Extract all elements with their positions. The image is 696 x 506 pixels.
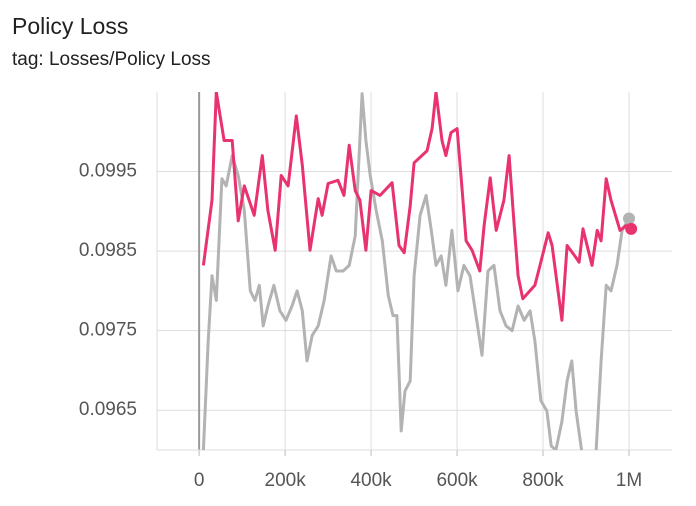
y-tick-label: 0.0965 bbox=[79, 399, 137, 420]
chart-subtitle: tag: Losses/Policy Loss bbox=[12, 49, 211, 70]
x-tick-label: 400k bbox=[350, 470, 392, 491]
last-point bbox=[625, 222, 638, 235]
y-tick-label: 0.0975 bbox=[79, 320, 137, 341]
y-tick-label: 0.0995 bbox=[79, 161, 137, 182]
tick-labels: 0.0965 0.0975 0.0985 0.0995 0 200k 400k 600k 800… bbox=[79, 161, 642, 491]
grid bbox=[156, 92, 672, 456]
series-line bbox=[201, 92, 631, 450]
series-line bbox=[201, 92, 632, 322]
x-tick-label: 1M bbox=[616, 470, 642, 491]
plot-area bbox=[201, 92, 632, 450]
x-tick-label: 600k bbox=[436, 470, 478, 491]
y-tick-label: 0.0985 bbox=[79, 240, 137, 261]
x-tick-label: 200k bbox=[265, 470, 307, 491]
chart-title: Policy Loss bbox=[12, 13, 128, 39]
x-tick-label: 800k bbox=[522, 470, 564, 491]
last-point bbox=[623, 212, 636, 225]
x-tick-label: 0 bbox=[194, 470, 205, 491]
